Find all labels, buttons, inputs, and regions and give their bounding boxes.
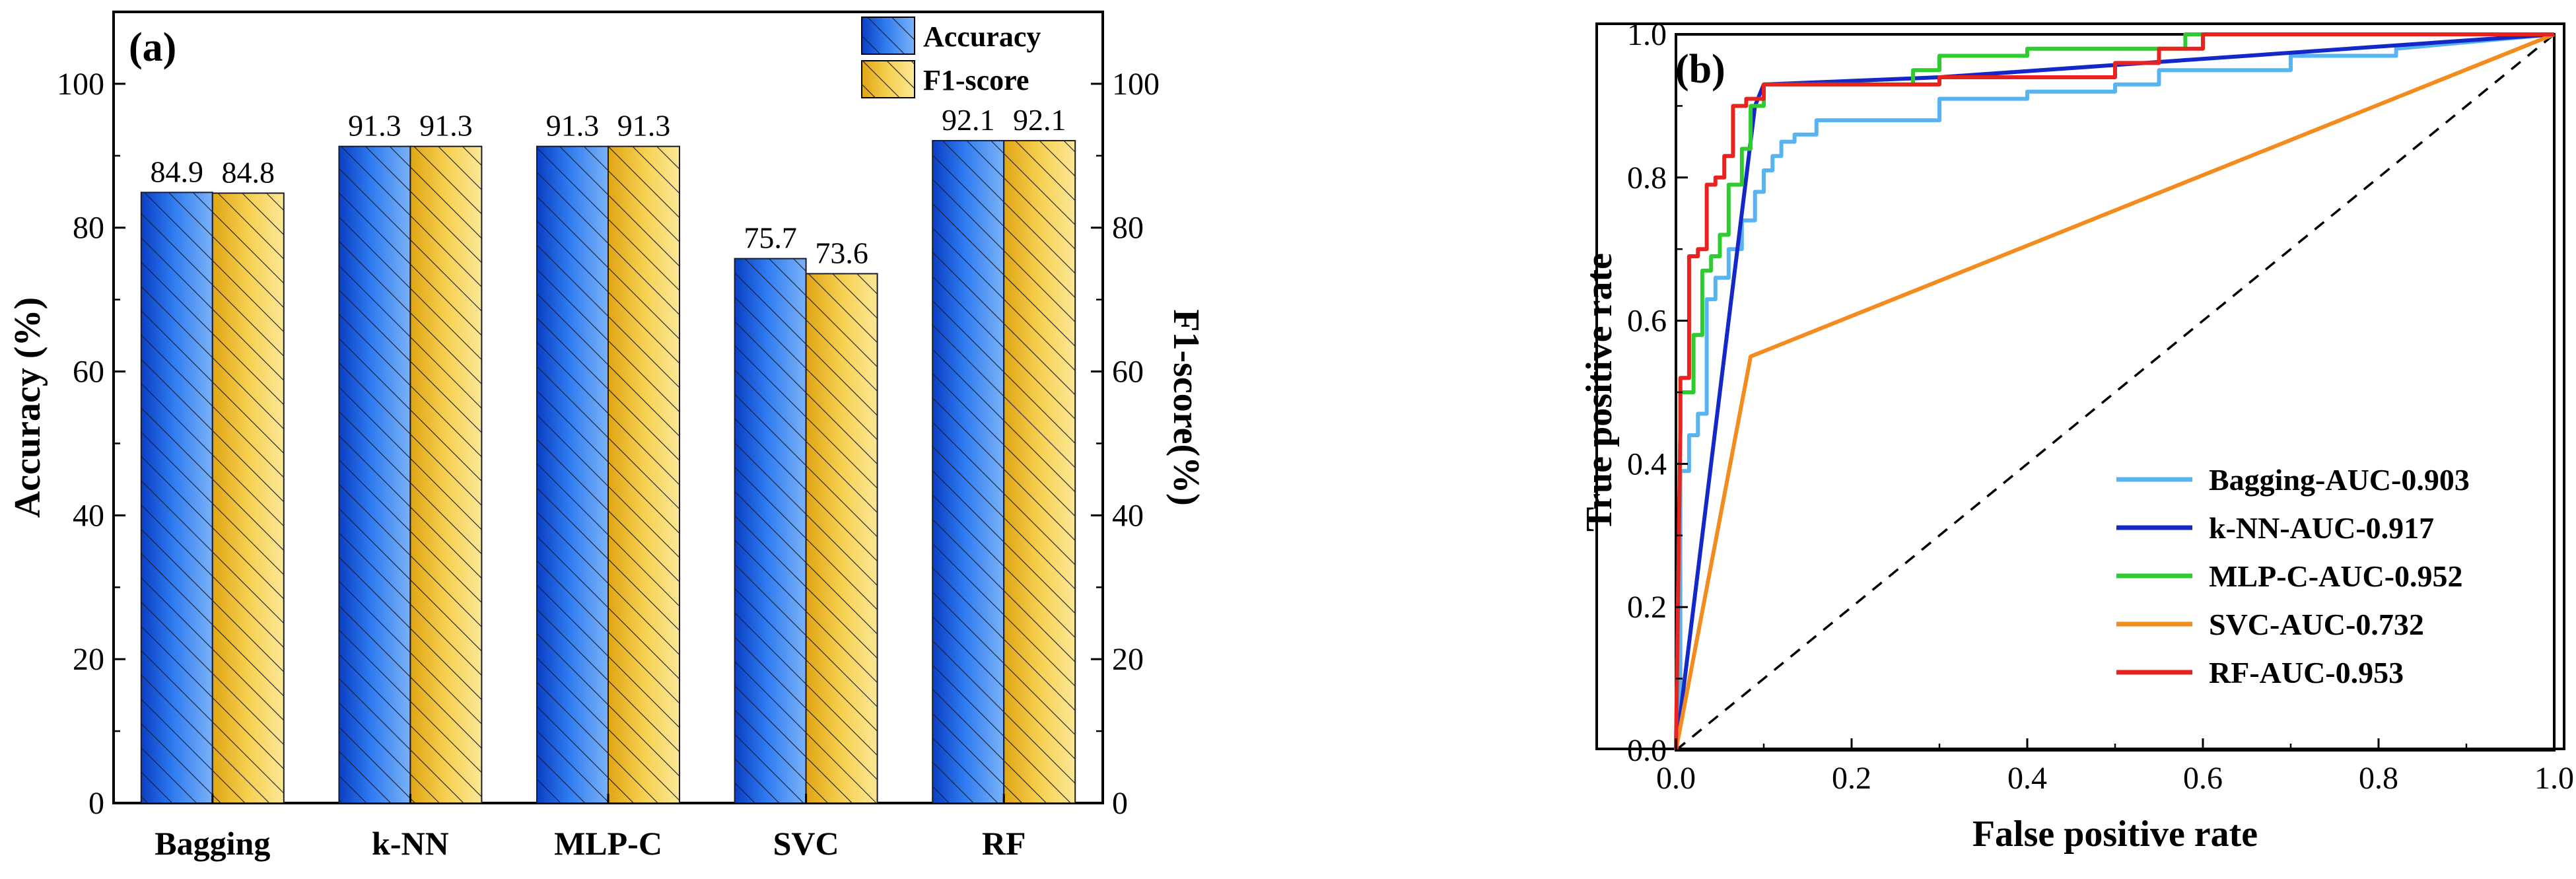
y-tick-label-1.0: 1.0 xyxy=(1627,17,1667,52)
y-tick-label-right-80: 80 xyxy=(1112,211,1144,246)
value-label-f1-score-mlp-c: 91.3 xyxy=(617,109,671,143)
panel-a-left-ticks: 0 20 40 60 80 100 xyxy=(57,67,125,821)
panel-a-legend: Accuracy F1-score xyxy=(861,17,1041,98)
y-tick-label-right-0: 0 xyxy=(1112,786,1128,821)
y-tick-label-0.4: 0.4 xyxy=(1627,446,1667,481)
panel-b-legend: Bagging-AUC-0.903 k-NN-AUC-0.917 MLP-C-AUC… xyxy=(2116,463,2470,689)
legend-swatch-f1-score-hatch xyxy=(862,61,915,98)
x-tick-label-0.6: 0.6 xyxy=(2183,761,2223,796)
roc-curve-rf xyxy=(1674,32,2554,751)
y-tick-label-left-80: 80 xyxy=(73,211,104,246)
panel-b-ticks: 0.00.0 0.2 0.2 0.4 0.4 0.6 0.6 0.8 0.8 1.0 1.0 xyxy=(1627,17,2574,796)
y-tick-label-left-60: 60 xyxy=(73,355,104,390)
roc-curve-mlp-c xyxy=(1674,32,2554,751)
roc-curve-bagging xyxy=(1674,32,2555,751)
y-tick-label-right-20: 20 xyxy=(1112,642,1144,677)
x-tick-label-0.8: 0.8 xyxy=(2359,761,2398,796)
x-tick-label-0.0: 0.0 xyxy=(1656,761,1696,796)
bar-accuracy-mlp-c-hatch xyxy=(537,146,608,803)
bar-accuracy-bagging-hatch xyxy=(141,192,213,803)
bar-accuracy-svc-hatch xyxy=(734,258,806,803)
bar-f1-score-bagging-hatch xyxy=(212,193,284,803)
y-tick-label-0.8: 0.8 xyxy=(1627,160,1667,195)
legend-label-accuracy: Accuracy xyxy=(923,20,1041,53)
y-tick-label-right-60: 60 xyxy=(1112,355,1144,390)
panel-a-bar-chart: (a) 84.9 84.8 91.3 91.3 91.3 91.3 75.7 73.6 92.1… xyxy=(7,11,1206,862)
value-label-accuracy-mlp-c: 91.3 xyxy=(546,109,600,143)
roc-curve-svc xyxy=(1674,32,2556,751)
y-tick-label-0.6: 0.6 xyxy=(1627,304,1667,339)
y-tick-label-0.2: 0.2 xyxy=(1627,590,1667,625)
bar-accuracy-rf-hatch xyxy=(932,140,1004,803)
value-label-accuracy-rf: 92.1 xyxy=(942,103,995,137)
value-label-accuracy-k-nn: 91.3 xyxy=(348,109,401,143)
y-tick-label-left-100: 100 xyxy=(57,67,104,102)
category-label-rf: RF xyxy=(982,825,1026,862)
x-tick-label-0.2: 0.2 xyxy=(1832,761,1871,796)
roc-curves xyxy=(1674,32,2556,751)
legend-label-rf: RF-AUC-0.953 xyxy=(2209,656,2404,689)
legend-label-mlp-c: MLP-C-AUC-0.952 xyxy=(2209,559,2463,593)
panel-a-label: (a) xyxy=(129,25,176,70)
y-tick-label-left-20: 20 xyxy=(73,642,104,677)
y-tick-label-left-40: 40 xyxy=(73,498,104,533)
category-label-mlp-c: MLP-C xyxy=(554,825,662,862)
legend-label-svc: SVC-AUC-0.732 xyxy=(2209,608,2424,641)
bar-f1-score-rf-hatch xyxy=(1004,140,1076,803)
legend-label-bagging: Bagging-AUC-0.903 xyxy=(2209,463,2470,497)
bar-f1-score-mlp-c-hatch xyxy=(608,146,679,803)
panel-b-label: (b) xyxy=(1675,47,1725,92)
y-tick-label-left-0: 0 xyxy=(88,786,104,821)
panel-a-y-axis-title: Accuracy (%) xyxy=(7,297,48,518)
legend-label-f1-score: F1-score xyxy=(923,64,1029,96)
category-label-bagging: Bagging xyxy=(155,825,270,862)
legend-swatch-accuracy-hatch xyxy=(862,17,915,54)
y-tick-label-right-40: 40 xyxy=(1112,498,1144,533)
value-label-accuracy-svc: 75.7 xyxy=(744,221,797,255)
panel-b-x-axis-title: False positive rate xyxy=(1972,814,2258,855)
value-label-f1-score-svc: 73.6 xyxy=(815,236,868,269)
value-label-f1-score-rf: 92.1 xyxy=(1013,103,1066,137)
panel-a-bars: 84.9 84.8 91.3 91.3 91.3 91.3 75.7 73.6 92.1 92.1 xyxy=(140,103,1076,804)
y-tick-label-0.0: 0.0 xyxy=(1627,733,1667,768)
legend-label-k-nn: k-NN-AUC-0.917 xyxy=(2209,511,2434,545)
value-label-f1-score-k-nn: 91.3 xyxy=(419,109,473,143)
bar-f1-score-k-nn-hatch xyxy=(410,146,482,803)
value-label-f1-score-bagging: 84.8 xyxy=(222,155,275,189)
category-label-k-nn: k-NN xyxy=(372,825,449,862)
panel-a-right-ticks: 0 20 40 60 80 100 xyxy=(1091,67,1160,821)
x-tick-label-1.0: 1.0 xyxy=(2534,761,2574,796)
panel-a-category-labels: Bagging k-NN MLP-C SVC RF xyxy=(155,794,1026,862)
bar-f1-score-svc-hatch xyxy=(806,273,878,803)
category-label-svc: SVC xyxy=(773,825,839,862)
panel-a-right-y-axis-title: F1-score(%) xyxy=(1166,309,1206,506)
y-tick-label-right-100: 100 xyxy=(1112,67,1160,102)
panel-b-roc-chart: (b) 0.00.0 0.2 0.2 0.4 0.4 0.6 0.6 0.8 0.8 1.0 1.0… xyxy=(1579,17,2574,855)
roc-diagonal-reference-line xyxy=(1675,33,2556,752)
panel-b-y-axis-title: True positive rate xyxy=(1579,253,1620,532)
value-label-accuracy-bagging: 84.9 xyxy=(151,155,204,188)
x-tick-label-0.4: 0.4 xyxy=(2007,761,2047,796)
bar-accuracy-k-nn-hatch xyxy=(339,146,411,803)
